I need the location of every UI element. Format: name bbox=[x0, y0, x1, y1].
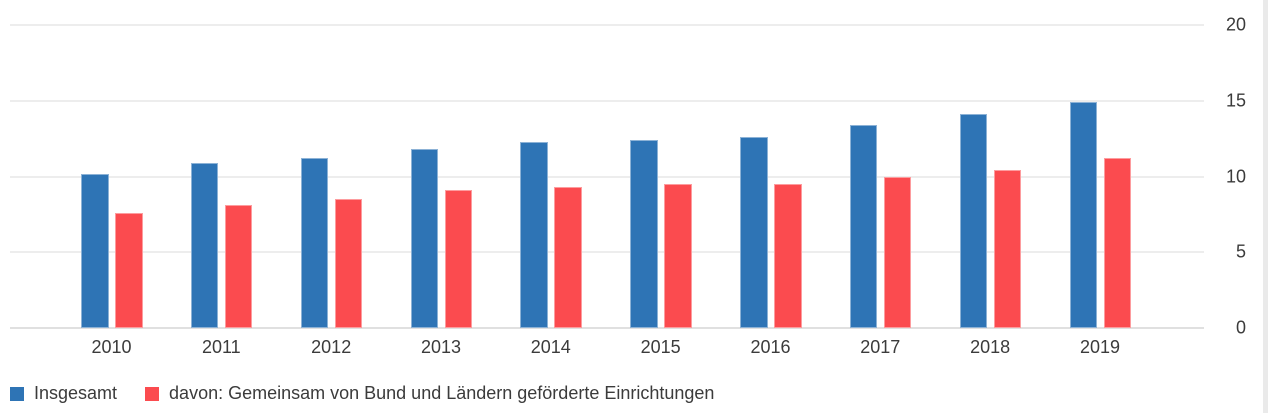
x-tick-label-2011: 2011 bbox=[201, 337, 241, 357]
bar-2010-insgesamt[interactable] bbox=[81, 173, 109, 329]
x-axis-baseline bbox=[10, 327, 1204, 330]
bar-2018-insgesamt[interactable] bbox=[959, 114, 988, 329]
bar-2016-insgesamt[interactable] bbox=[740, 137, 768, 329]
y-tick-label-5: 5 bbox=[1235, 241, 1246, 262]
bar-2015-insgesamt[interactable] bbox=[630, 140, 658, 329]
legend-swatch-blue-icon bbox=[10, 386, 24, 401]
bar-2017-davon[interactable] bbox=[883, 176, 912, 329]
legend: Insgesamt davon: Gemeinsam von Bund und … bbox=[10, 383, 714, 404]
x-tick-label-2013: 2013 bbox=[420, 337, 462, 357]
x-tick-label-2016: 2016 bbox=[750, 337, 791, 357]
bar-2017-insgesamt[interactable] bbox=[849, 124, 878, 329]
bar-2014-insgesamt[interactable] bbox=[520, 141, 548, 329]
x-tick-label-2012: 2012 bbox=[311, 337, 352, 357]
x-tick-label-2014: 2014 bbox=[530, 337, 571, 357]
legend-swatch-red-icon bbox=[145, 386, 160, 401]
bar-2013-insgesamt[interactable] bbox=[410, 149, 438, 329]
legend-label-davon: davon: Gemeinsam von Bund und Ländern ge… bbox=[169, 383, 715, 403]
bar-2011-davon[interactable] bbox=[224, 205, 253, 329]
x-tick-label-2018: 2018 bbox=[970, 337, 1011, 357]
bar-2013-davon[interactable] bbox=[444, 190, 472, 329]
scrollbar-track[interactable] bbox=[1263, 0, 1268, 413]
x-tick-label-2010: 2010 bbox=[91, 337, 132, 357]
gridline-y-5 bbox=[10, 251, 1204, 254]
bar-2014-davon[interactable] bbox=[554, 187, 582, 329]
y-tick-label-20: 20 bbox=[1225, 14, 1246, 35]
gridline-y-10 bbox=[10, 175, 1204, 178]
bar-2018-davon[interactable] bbox=[993, 170, 1022, 329]
x-tick-label-2017: 2017 bbox=[860, 337, 901, 357]
y-tick-label-0: 0 bbox=[1235, 317, 1246, 338]
y-tick-label-15: 15 bbox=[1225, 90, 1246, 110]
legend-label-insgesamt: Insgesamt bbox=[34, 383, 118, 403]
legend-item-insgesamt[interactable]: Insgesamt bbox=[10, 383, 117, 404]
y-tick-label-10: 10 bbox=[1225, 166, 1246, 186]
bar-2012-davon[interactable] bbox=[334, 199, 363, 329]
bar-2011-insgesamt[interactable] bbox=[190, 162, 219, 329]
bar-2010-davon[interactable] bbox=[115, 213, 143, 329]
gridline-y-15 bbox=[10, 99, 1204, 102]
bar-2019-insgesamt[interactable] bbox=[1069, 102, 1097, 329]
bar-2015-davon[interactable] bbox=[664, 184, 692, 329]
x-tick-label-2019: 2019 bbox=[1079, 337, 1121, 357]
bar-2012-insgesamt[interactable] bbox=[300, 158, 329, 329]
bar-2016-davon[interactable] bbox=[774, 184, 802, 329]
bar-2019-davon[interactable] bbox=[1103, 158, 1131, 329]
gridline-y-20 bbox=[10, 23, 1204, 26]
legend-item-davon[interactable]: davon: Gemeinsam von Bund und Ländern ge… bbox=[145, 383, 714, 404]
x-tick-label-2015: 2015 bbox=[640, 337, 681, 357]
